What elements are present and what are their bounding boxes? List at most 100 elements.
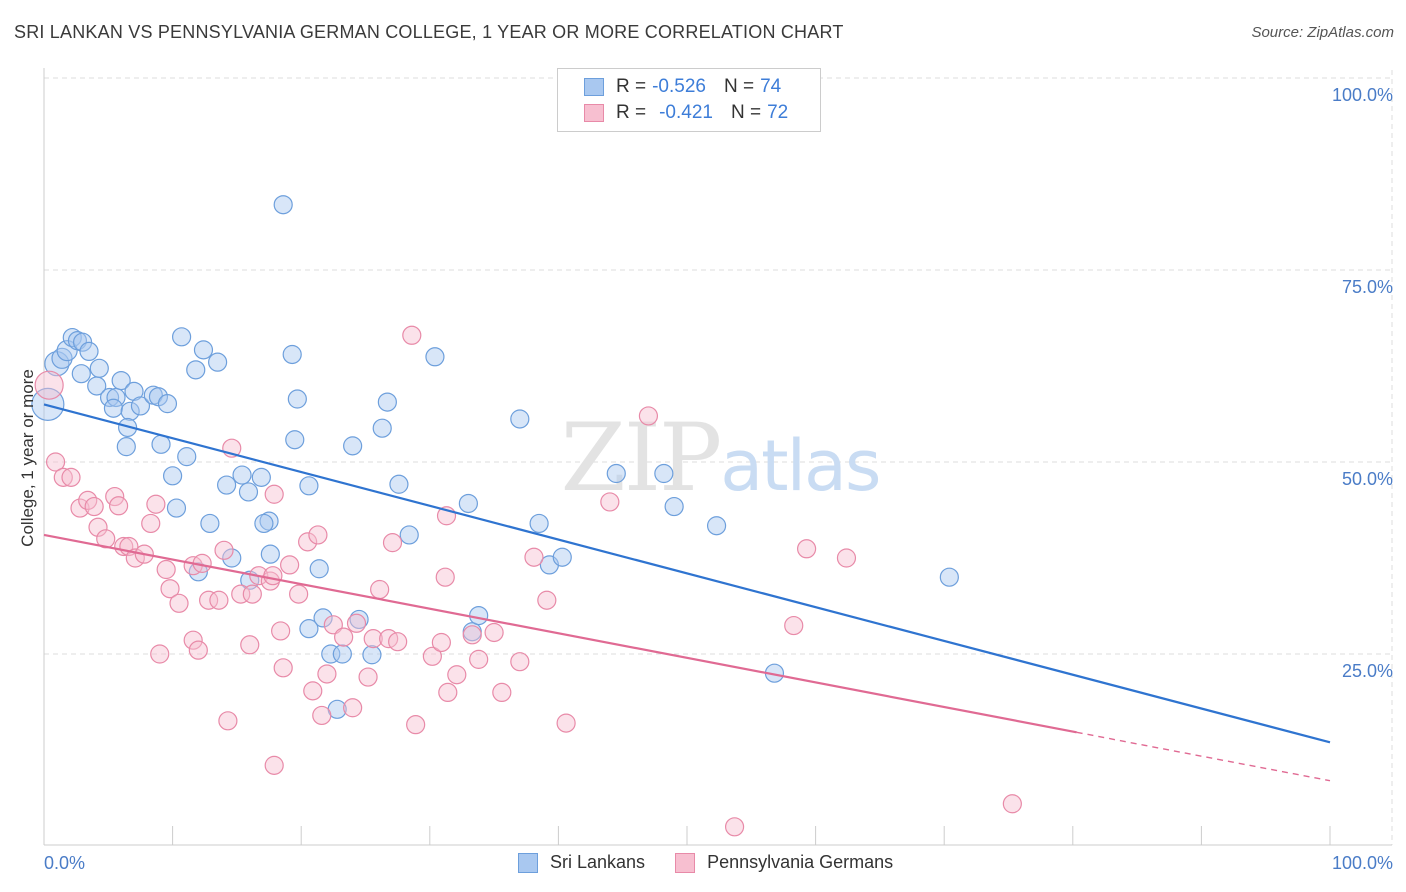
data-point bbox=[157, 394, 178, 414]
data-point bbox=[273, 195, 293, 215]
series-pennsylvania-germans bbox=[34, 325, 1022, 837]
data-point bbox=[784, 615, 804, 636]
x-tick-label-min: 0.0% bbox=[44, 853, 85, 873]
data-point bbox=[53, 467, 73, 487]
data-point bbox=[103, 398, 124, 418]
trend-line-solid bbox=[43, 533, 1077, 734]
data-point bbox=[1002, 794, 1022, 814]
data-point bbox=[218, 711, 238, 731]
data-point bbox=[309, 559, 329, 579]
data-point bbox=[796, 539, 817, 559]
legend-n-label: N = bbox=[723, 76, 755, 97]
data-point bbox=[343, 698, 363, 718]
series-sri-lankans bbox=[31, 195, 959, 719]
trend-line-solid bbox=[43, 403, 1331, 744]
y-tick-label: 100.0% bbox=[1332, 85, 1393, 105]
watermark-atlas: atlas bbox=[720, 425, 879, 507]
trend-lines bbox=[43, 403, 1331, 782]
data-point bbox=[150, 644, 170, 664]
data-point bbox=[200, 513, 220, 534]
data-point bbox=[34, 370, 64, 400]
data-point bbox=[199, 590, 219, 610]
data-point bbox=[425, 347, 445, 367]
y-tick-label: 50.0% bbox=[1342, 469, 1393, 489]
data-point bbox=[254, 513, 274, 534]
legend-swatch-sri-lankans bbox=[584, 78, 604, 96]
axes bbox=[43, 68, 1392, 846]
data-point bbox=[130, 396, 151, 416]
data-point bbox=[321, 644, 341, 664]
data-point bbox=[492, 682, 512, 703]
data-point bbox=[389, 474, 409, 494]
data-point bbox=[556, 713, 576, 733]
data-point bbox=[231, 584, 251, 604]
data-point bbox=[458, 493, 478, 514]
data-point bbox=[232, 465, 252, 485]
data-point bbox=[70, 498, 90, 518]
data-point bbox=[156, 559, 176, 580]
data-point bbox=[282, 344, 302, 365]
data-point bbox=[263, 566, 283, 586]
x-tick-label-max: 100.0% bbox=[1332, 853, 1393, 873]
data-point bbox=[537, 590, 557, 610]
data-point bbox=[724, 817, 745, 837]
data-point bbox=[84, 496, 104, 517]
data-point bbox=[141, 513, 161, 534]
legend-r-value: -0.526 bbox=[652, 76, 706, 97]
data-point bbox=[89, 358, 109, 378]
data-point bbox=[382, 533, 403, 553]
data-point bbox=[388, 632, 408, 652]
data-point bbox=[193, 340, 214, 360]
data-point bbox=[120, 401, 140, 421]
data-point bbox=[264, 755, 284, 775]
data-point bbox=[431, 632, 451, 653]
data-point bbox=[169, 593, 189, 613]
bottom-legend-swatch-sri-lankans bbox=[518, 852, 538, 873]
data-point bbox=[108, 496, 129, 516]
legend-r-label: R = bbox=[616, 102, 647, 123]
legend-row-pennsylvania-germans: R = -0.421 N = 72 bbox=[584, 100, 788, 126]
legend-n-label: N = bbox=[730, 102, 762, 123]
data-point bbox=[484, 622, 504, 643]
data-point bbox=[79, 341, 99, 362]
data-point bbox=[264, 484, 284, 504]
data-point bbox=[280, 555, 300, 575]
source-label: Source: ZipAtlas.com bbox=[1251, 24, 1394, 41]
data-point bbox=[406, 715, 426, 735]
data-point bbox=[160, 579, 180, 599]
legend-n-value: 72 bbox=[767, 102, 789, 123]
data-point bbox=[61, 467, 81, 487]
data-point bbox=[939, 567, 959, 587]
data-point bbox=[177, 447, 197, 467]
data-point bbox=[317, 664, 337, 684]
grid-lines bbox=[44, 70, 1393, 845]
y-tick-label: 25.0% bbox=[1342, 661, 1393, 681]
data-point bbox=[438, 682, 458, 703]
data-point bbox=[260, 544, 280, 564]
y-axis-label: College, 1 year or more bbox=[18, 369, 37, 547]
data-point bbox=[654, 463, 674, 484]
data-point bbox=[298, 532, 318, 552]
data-point bbox=[377, 392, 397, 412]
bottom-legend: Sri Lankans Pennsylvania Germans bbox=[518, 852, 923, 873]
data-point bbox=[222, 548, 242, 568]
data-point bbox=[303, 681, 323, 701]
data-point bbox=[209, 590, 229, 610]
data-point bbox=[285, 430, 305, 450]
data-point bbox=[836, 548, 857, 568]
data-point bbox=[343, 436, 363, 456]
data-point bbox=[332, 644, 352, 664]
data-point bbox=[312, 705, 332, 726]
data-point bbox=[289, 584, 309, 604]
data-point bbox=[146, 494, 166, 514]
data-point bbox=[372, 418, 392, 438]
data-point bbox=[287, 389, 307, 409]
data-point bbox=[217, 475, 237, 495]
data-point bbox=[399, 525, 419, 545]
legend-n-value: 74 bbox=[760, 76, 782, 97]
data-point bbox=[334, 627, 354, 647]
data-point bbox=[435, 567, 455, 587]
bottom-legend-label: Sri Lankans bbox=[550, 852, 646, 872]
data-point bbox=[186, 360, 206, 380]
